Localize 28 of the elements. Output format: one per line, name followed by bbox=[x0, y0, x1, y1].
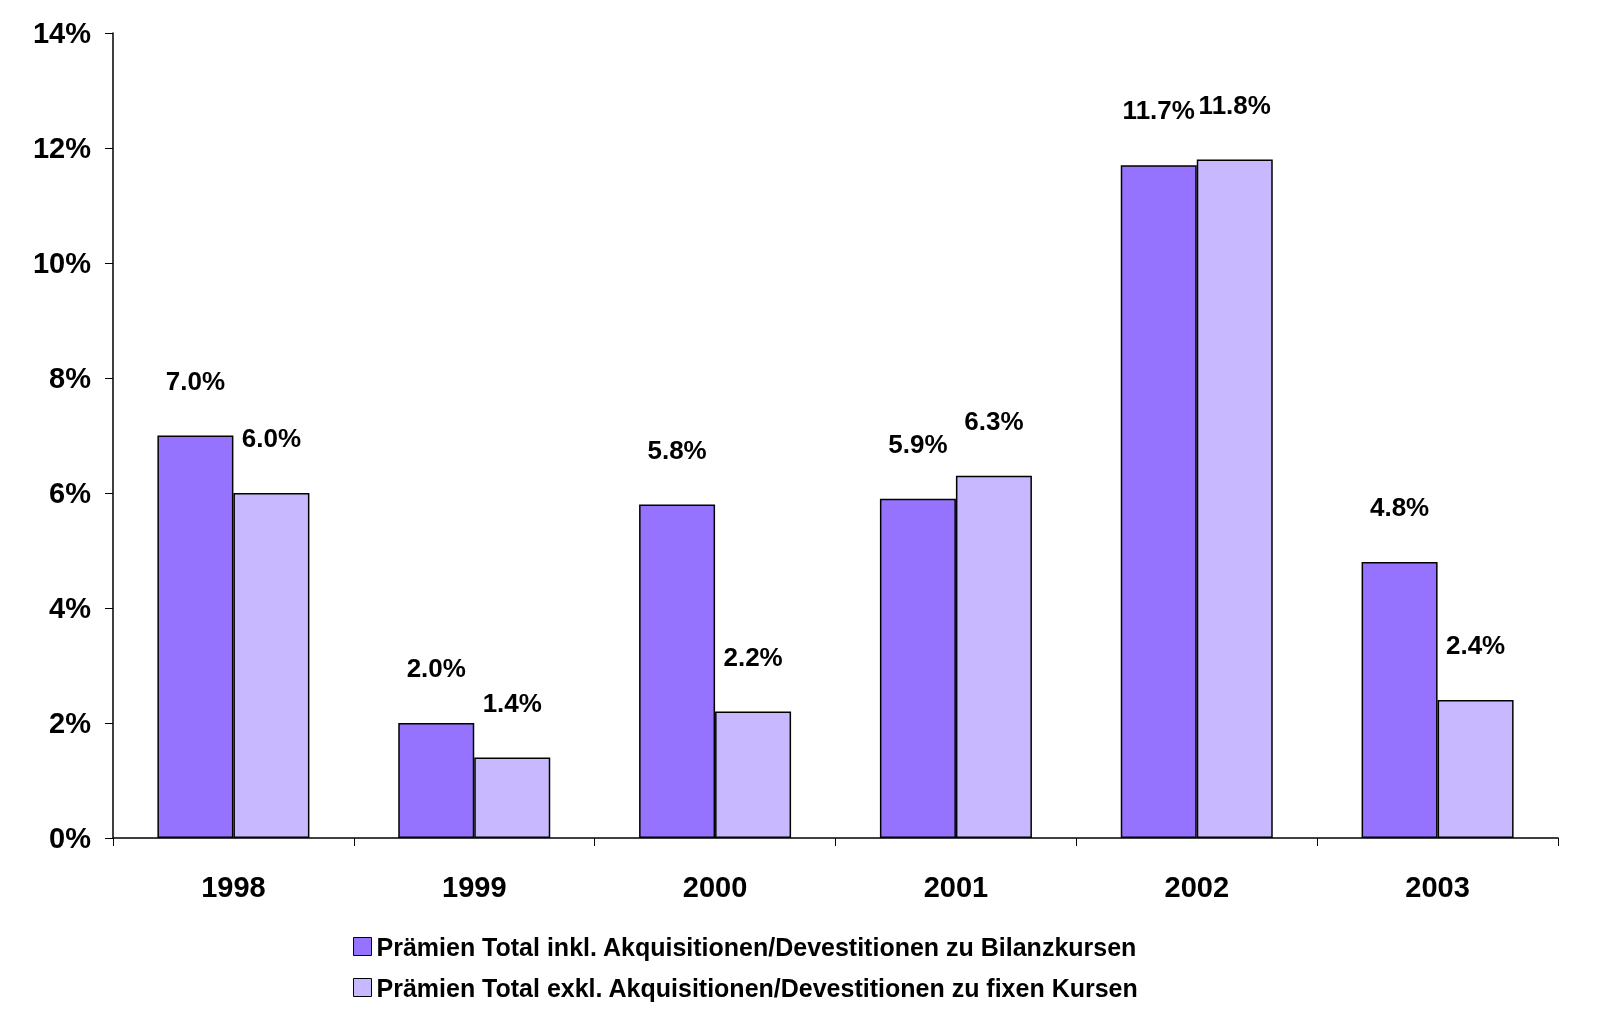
y-tick-label: 10% bbox=[32, 247, 92, 279]
x-tick-label: 2003 bbox=[1405, 870, 1470, 903]
x-tick-label: 1999 bbox=[441, 870, 507, 903]
data-label: 5.8% bbox=[647, 434, 707, 465]
data-label: 11.7% bbox=[1122, 95, 1195, 126]
legend-label: Prämien Total exkl. Akquisitionen/Devestitionen zu fixen Kursen bbox=[376, 973, 1138, 1002]
x-tick-label: 2001 bbox=[923, 870, 989, 903]
y-tick-label: 12% bbox=[32, 132, 92, 164]
y-tick-label: 4% bbox=[49, 592, 92, 624]
legend-label: Prämien Total inkl. Akquisitionen/Devestitionen zu Bilanzkursen bbox=[376, 932, 1137, 961]
y-tick-label: 0% bbox=[49, 822, 92, 854]
data-label: 11.8% bbox=[1198, 89, 1271, 120]
data-label: 6.0% bbox=[241, 423, 302, 453]
data-label: 1.4% bbox=[482, 687, 542, 718]
data-label: 4.8% bbox=[1369, 492, 1430, 522]
y-tick-label: 14% bbox=[32, 17, 92, 49]
data-label: 2.0% bbox=[406, 653, 466, 683]
x-tick-label: 2000 bbox=[682, 870, 748, 903]
x-tick-label: 1998 bbox=[201, 870, 266, 903]
y-tick-label: 6% bbox=[49, 477, 92, 509]
y-tick-label: 8% bbox=[49, 362, 92, 394]
data-label: 6.3% bbox=[964, 405, 1024, 436]
x-tick-label: 2002 bbox=[1164, 870, 1230, 903]
data-label: 2.2% bbox=[723, 641, 783, 672]
data-label: 5.9% bbox=[888, 428, 948, 459]
y-tick-label: 2% bbox=[49, 707, 92, 739]
data-label: 2.4% bbox=[1445, 630, 1506, 660]
data-label: 7.0% bbox=[165, 365, 226, 396]
